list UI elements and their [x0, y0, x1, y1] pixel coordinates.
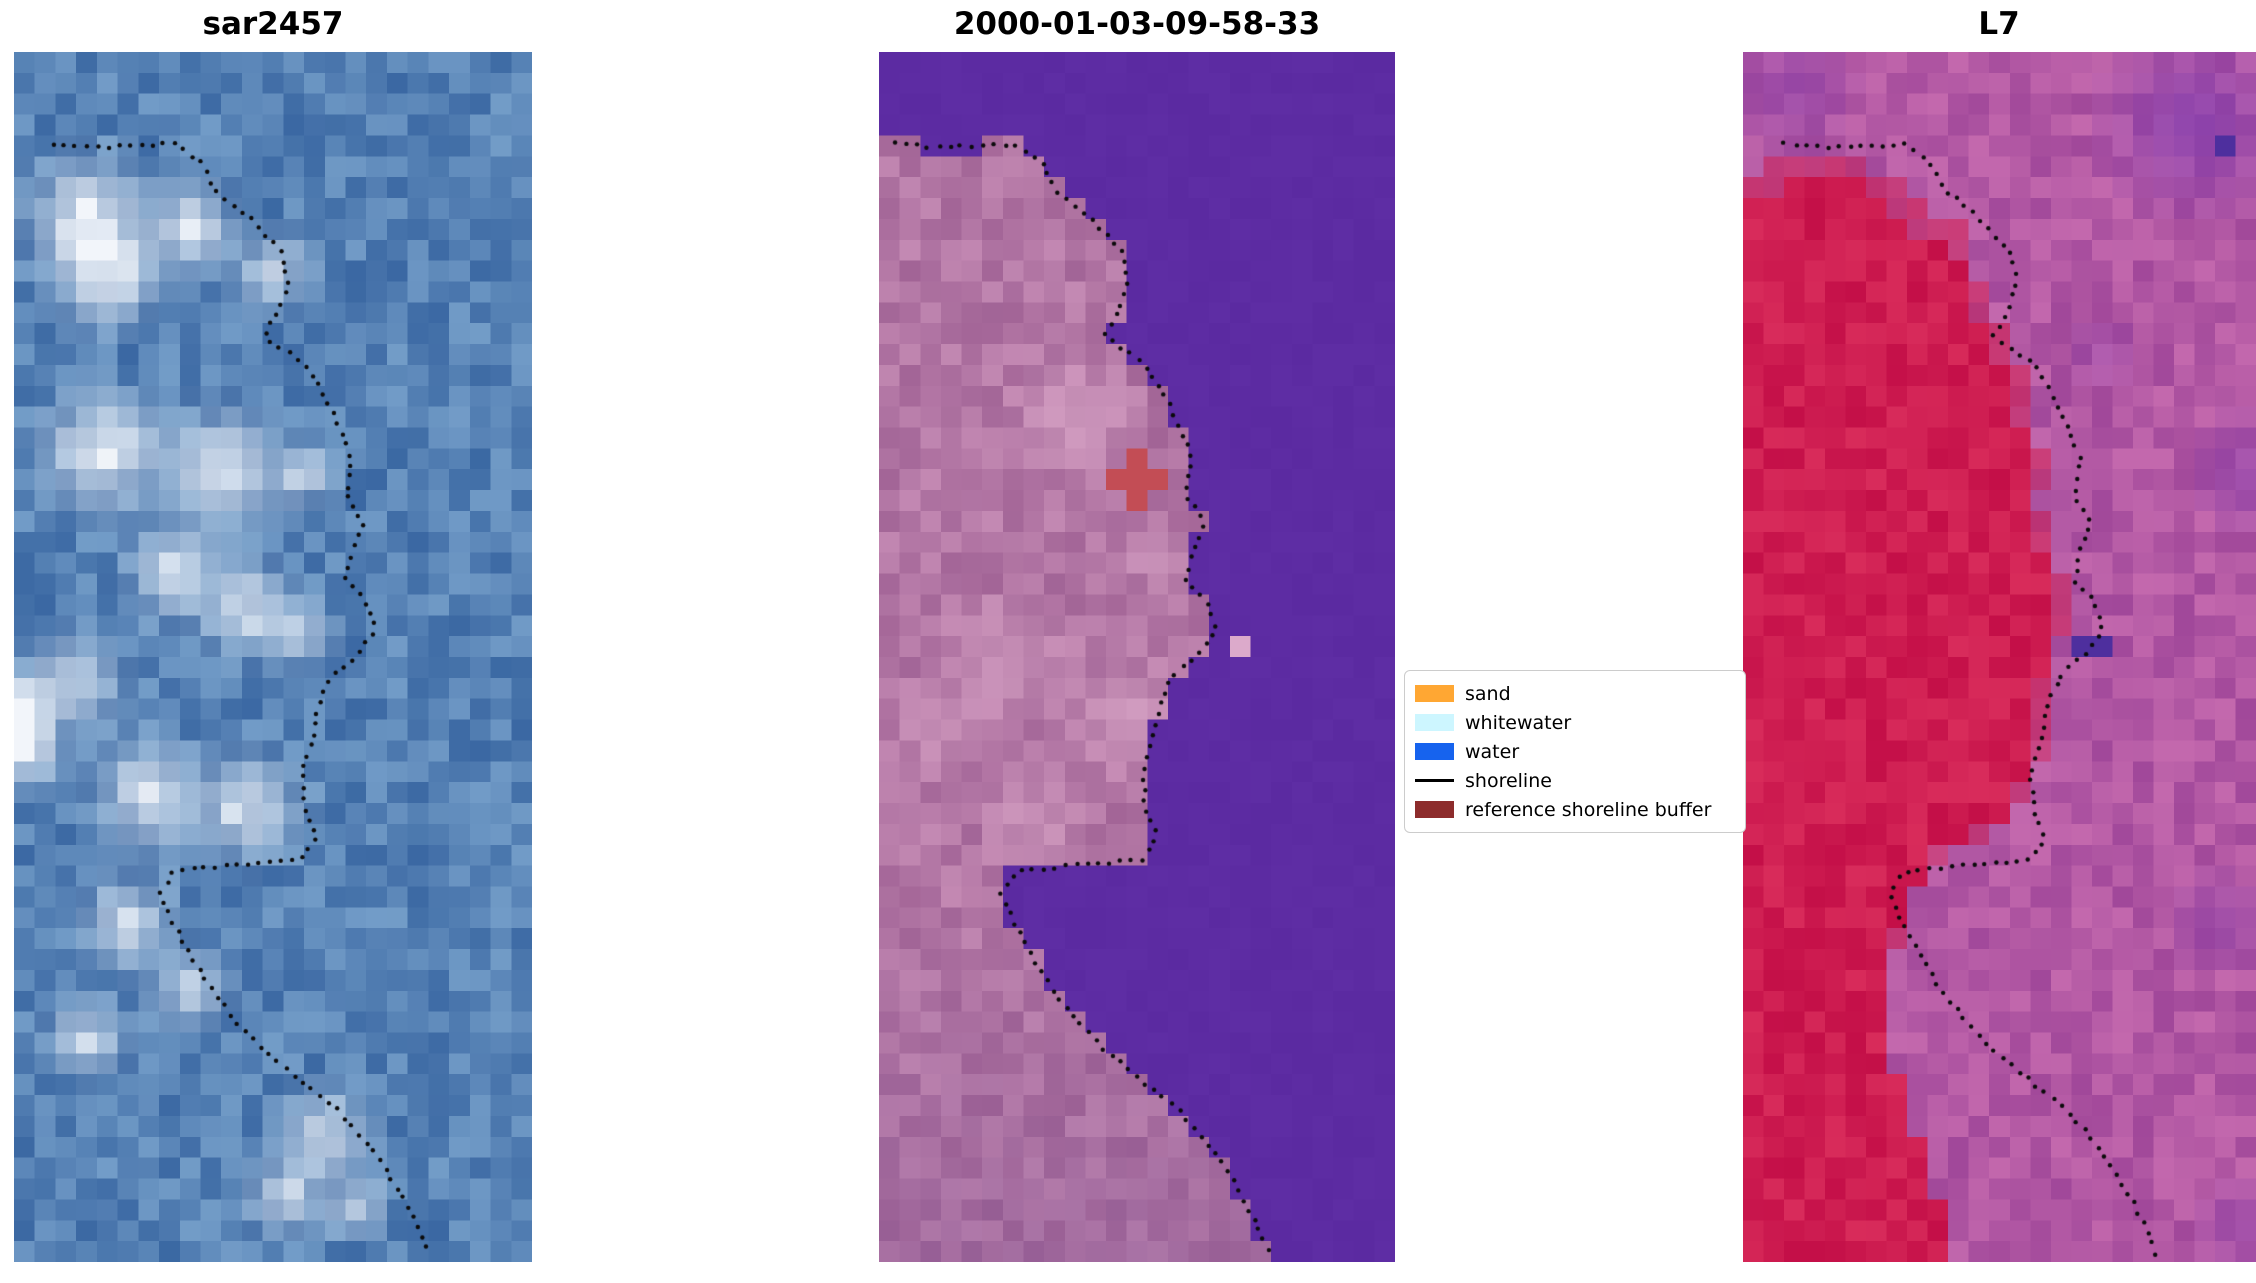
- water-color-patch: [1415, 743, 1454, 760]
- shoreline-line-sample: [1415, 779, 1454, 782]
- panel-classified: [879, 52, 1395, 1262]
- legend-label-sand: sand: [1465, 682, 1511, 705]
- legend-label-whitewater: whitewater: [1465, 711, 1572, 734]
- legend-item-whitewater: whitewater: [1415, 708, 1735, 737]
- legend-label-shoreline: shoreline: [1465, 769, 1552, 792]
- legend-item-shoreline: shoreline: [1415, 766, 1735, 795]
- panel-sar: [14, 52, 532, 1262]
- legend-item-reference-buffer: reference shoreline buffer: [1415, 795, 1735, 824]
- panel-title-sar: sar2457: [202, 6, 344, 42]
- panel-title-date: 2000-01-03-09-58-33: [953, 6, 1321, 42]
- sand-color-patch: [1415, 685, 1454, 702]
- legend: sand whitewater water shoreline referenc…: [1404, 670, 1746, 833]
- whitewater-color-patch: [1415, 714, 1454, 731]
- legend-label-reference-buffer: reference shoreline buffer: [1465, 798, 1712, 821]
- legend-item-sand: sand: [1415, 679, 1735, 708]
- panel-l7: [1743, 52, 2256, 1262]
- reference-buffer-color-patch: [1415, 801, 1454, 818]
- panel-title-l7: L7: [1978, 6, 2020, 42]
- legend-label-water: water: [1465, 740, 1520, 763]
- sar-shoreline-dots: [14, 52, 532, 1262]
- legend-item-water: water: [1415, 737, 1735, 766]
- l7-shoreline-dots: [1743, 52, 2256, 1262]
- classified-shoreline-dots: [879, 52, 1395, 1262]
